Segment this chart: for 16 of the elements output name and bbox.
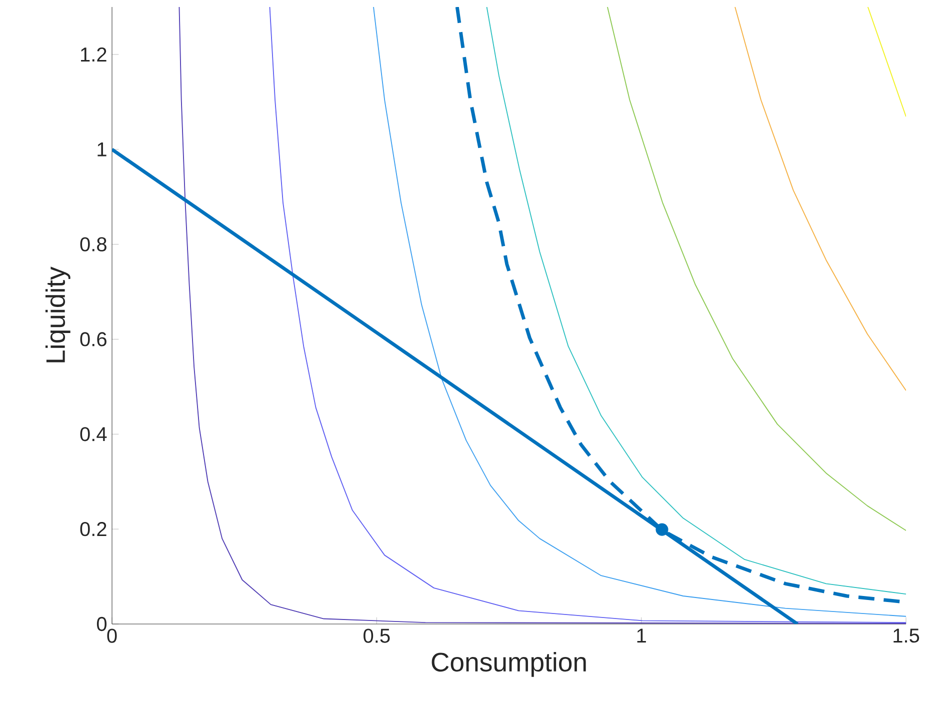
line-series [734,6,906,391]
y-tick-label: 0.8 [80,237,106,252]
x-tick-label: 1 [637,628,646,642]
y-tick-label: 0.4 [80,427,107,442]
line-series [606,6,906,531]
y-tick-label: 1 [98,142,106,156]
x-tick-label: 0.5 [364,628,390,643]
y-tick-label: 0 [96,616,106,632]
y-tick-label: 1.2 [81,47,106,62]
x-tick-label: 1.5 [894,628,920,643]
line-series [373,6,906,617]
x-tick-label: 0 [107,628,117,643]
y-tick-label: 0.2 [80,522,106,536]
y-axis-title: Liquidity [45,266,70,362]
y-tick-label: 0.6 [80,332,106,346]
x-axis-title: Consumption [432,652,586,677]
